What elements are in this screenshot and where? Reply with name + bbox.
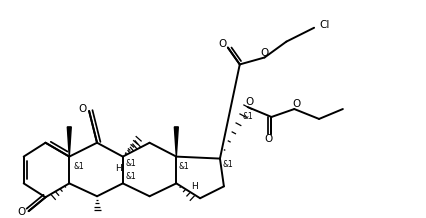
Text: O: O bbox=[264, 134, 272, 144]
Text: O: O bbox=[78, 104, 86, 114]
Polygon shape bbox=[174, 127, 178, 157]
Text: O: O bbox=[218, 39, 227, 49]
Text: O: O bbox=[291, 99, 299, 109]
Text: &1: &1 bbox=[125, 159, 136, 168]
Text: H: H bbox=[190, 182, 197, 191]
Text: O: O bbox=[260, 48, 268, 58]
Text: &1: &1 bbox=[242, 112, 253, 121]
Text: Cl: Cl bbox=[318, 20, 329, 30]
Text: H: H bbox=[115, 164, 122, 173]
Text: O: O bbox=[245, 97, 253, 107]
Text: &1: &1 bbox=[125, 172, 136, 181]
Text: &1: &1 bbox=[178, 162, 189, 171]
Polygon shape bbox=[67, 127, 71, 157]
Text: &1: &1 bbox=[222, 160, 233, 169]
Text: O: O bbox=[17, 207, 26, 217]
Text: &1: &1 bbox=[74, 162, 84, 171]
